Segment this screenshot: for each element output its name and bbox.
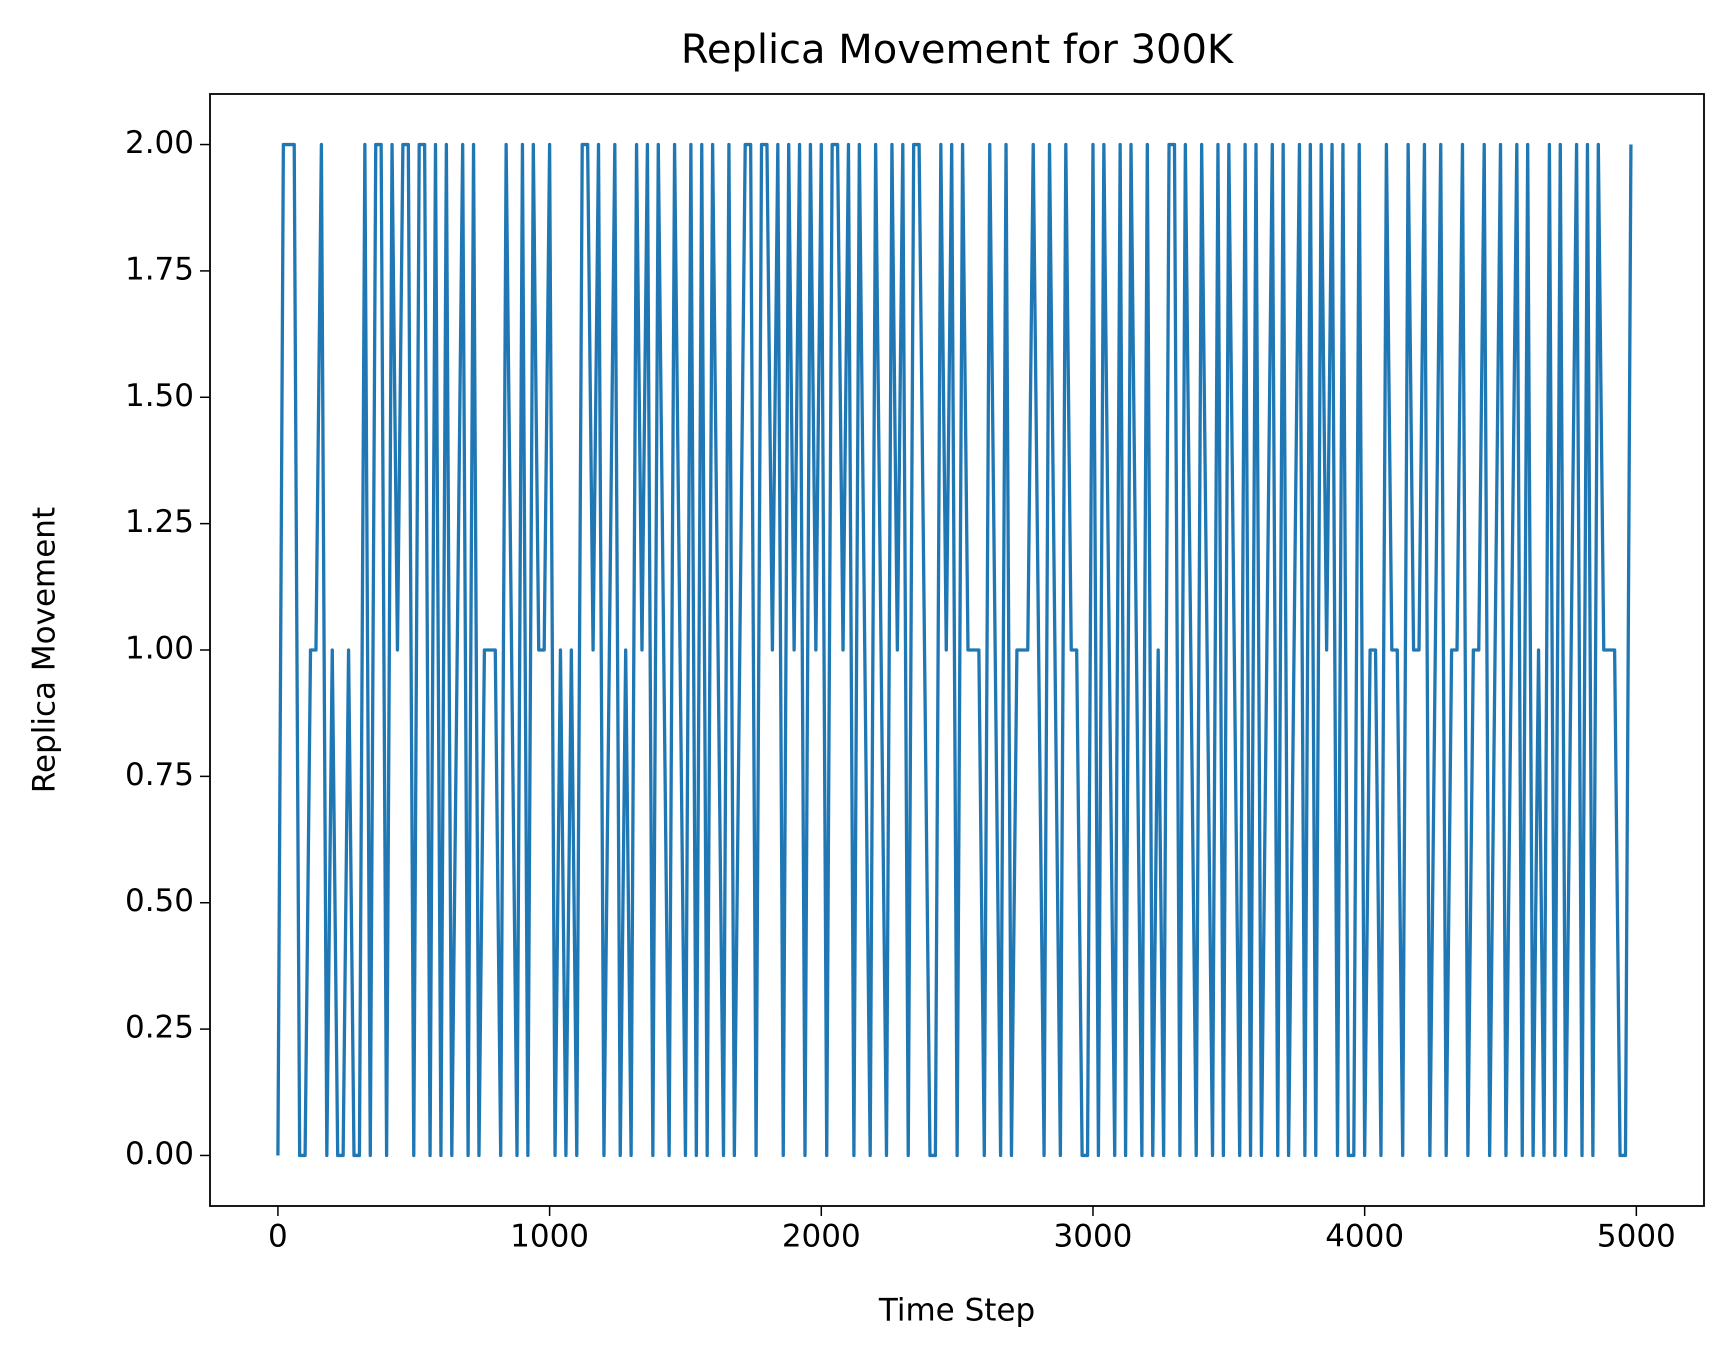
y-tick-label: 1.25 (125, 504, 194, 540)
chart-title: Replica Movement for 300K (681, 27, 1235, 73)
y-tick-label: 0.75 (125, 757, 194, 793)
x-axis-label: Time Step (878, 1293, 1035, 1329)
y-tick-label: 0.00 (125, 1136, 194, 1172)
data-line (276, 142, 1633, 1158)
y-axis-label: Replica Movement (27, 507, 63, 793)
x-tick-label: 5000 (1597, 1219, 1676, 1255)
y-tick-label: 0.50 (125, 883, 194, 919)
y-tick-label: 1.00 (125, 631, 194, 667)
x-tick-label: 1000 (510, 1219, 589, 1255)
y-tick-label: 2.00 (125, 125, 194, 161)
x-tick-label: 4000 (1325, 1219, 1404, 1255)
x-tick-label: 3000 (1054, 1219, 1133, 1255)
y-tick-label: 1.50 (125, 378, 194, 414)
x-tick-label: 0 (268, 1219, 288, 1255)
y-tick-label: 0.25 (125, 1010, 194, 1046)
x-tick-label: 2000 (782, 1219, 861, 1255)
plot-frame (209, 93, 1705, 1207)
y-tick-label: 1.75 (125, 251, 194, 287)
